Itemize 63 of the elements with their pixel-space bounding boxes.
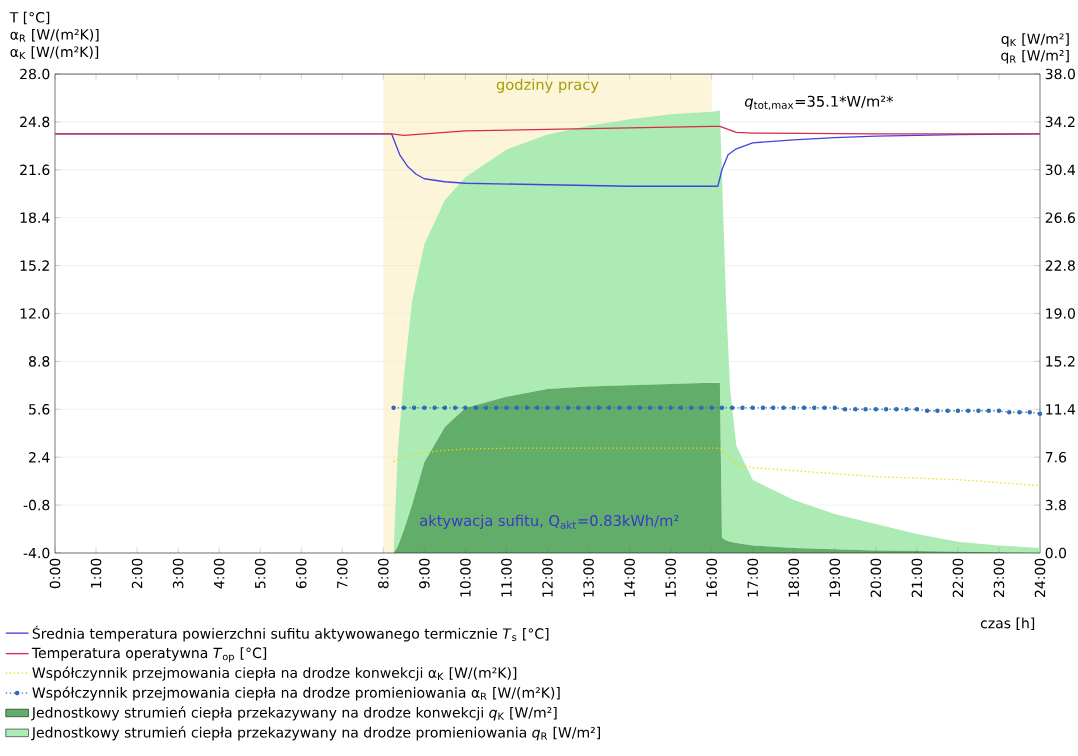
y2-tick-label: 15.2 (1046, 356, 1075, 367)
y-tick-label: 21.6 (20, 164, 50, 176)
text: α$_{R}$ [W/(m²K)] (10, 28, 99, 42)
y2-tick-label: 19.0 (1046, 308, 1075, 319)
y2-tick-label: 26.6 (1045, 212, 1075, 223)
x-tick-label: 2:00 (131, 558, 143, 589)
legend-label: Średnia temperatura powierzchni sufitu aktywowanego termicznie T$_{s}$ [°C] (32, 625, 549, 642)
x-tick-label: 7:00 (337, 558, 348, 588)
y-tick-label: 2.4 (29, 451, 50, 463)
y-tick-label: 5.6 (29, 403, 50, 415)
x-tick-label: 15:00 (665, 558, 676, 597)
y2-tick-label: 38.0 (1045, 68, 1075, 80)
text: q$_{R}$ [W/m²] (1001, 49, 1069, 64)
legend-label: Jednostkowy strumień ciepła przekazywany na drodze promieniowania q$_{R}$ [W/m²] (31, 726, 600, 741)
y-tick-label: 15.2 (20, 260, 49, 271)
band-label: godziny pracy (496, 78, 599, 93)
text: q$_{K}$ [W/m²] (1001, 33, 1069, 47)
x-tick-label: 8:00 (378, 558, 389, 589)
y2-tick-label: 3.8 (1045, 499, 1067, 511)
x-tick-label: 5:00 (254, 558, 266, 589)
y-tick-label: -4.0 (23, 547, 50, 559)
y-tick-label: 24.8 (20, 116, 50, 128)
x-tick-label: 0:00 (49, 558, 61, 589)
x-tick-label: 10:00 (460, 558, 471, 597)
annotation: q$_{tot,max}$=35.1*W/m²* (744, 95, 894, 110)
x-tick-label: 19:00 (829, 558, 841, 597)
legend-label: Współczynnik przejmowania ciepła na drodze konwekcji α$_{K}$ [W/(m²K)] (32, 666, 517, 681)
legend-label: Współczynnik przejmowania ciepła na drodze promieniowania α$_{R}$ [W/(m²K)] (32, 686, 560, 701)
x-tick-label: 1:00 (90, 558, 102, 588)
line-series (55, 125, 1040, 137)
text: T [°C] (9, 11, 50, 25)
legend-label: Temperatura operatywna T$_{op}$ [°C] (31, 647, 267, 663)
annotation: aktywacja sufitu, Q$_{akt}$=0.83kWh/m² (420, 514, 679, 529)
x-tick-label: 14:00 (624, 558, 635, 597)
x-tick-label: 23:00 (993, 558, 1005, 598)
x-tick-label: 9:00 (419, 558, 430, 589)
x-tick-label: 13:00 (583, 558, 594, 597)
x-tick-label: 11:00 (501, 558, 512, 597)
y-tick-label: -0.8 (23, 499, 50, 511)
x-tick-label: 16:00 (706, 558, 717, 597)
y-tick-label: 28.0 (20, 68, 50, 80)
y2-tick-label: 30.4 (1045, 164, 1076, 176)
y2-tick-label: 34.2 (1045, 116, 1075, 128)
x-tick-label: 20:00 (870, 558, 882, 598)
y2-tick-label: 0.0 (1045, 547, 1067, 559)
x-tick-label: 6:00 (295, 558, 307, 589)
x-tick-label: 24:00 (1034, 558, 1046, 598)
legend-label: Jednostkowy strumień ciepła przekazywany na drodze konwekcji q$_{K}$ [W/m²] (31, 706, 557, 721)
text: α$_{K}$ [W/(m²K)] (10, 46, 99, 60)
x-tick-label: 17:00 (747, 558, 758, 597)
x-tick-label: 18:00 (788, 558, 800, 597)
y2-tick-label: 11.4 (1046, 404, 1076, 415)
x-tick-label: 21:00 (911, 558, 923, 598)
y-tick-label: 12.0 (20, 308, 50, 319)
x-axis-title: czas [h] (980, 617, 1035, 631)
y2-tick-label: 7.6 (1045, 451, 1067, 463)
x-tick-label: 12:00 (542, 558, 553, 597)
y-tick-label: 18.4 (20, 212, 50, 223)
x-tick-label: 22:00 (952, 558, 964, 598)
x-tick-label: 4:00 (213, 558, 225, 589)
y2-tick-label: 22.8 (1045, 260, 1075, 271)
y-tick-label: 8.8 (28, 356, 50, 367)
x-tick-label: 3:00 (172, 558, 184, 589)
